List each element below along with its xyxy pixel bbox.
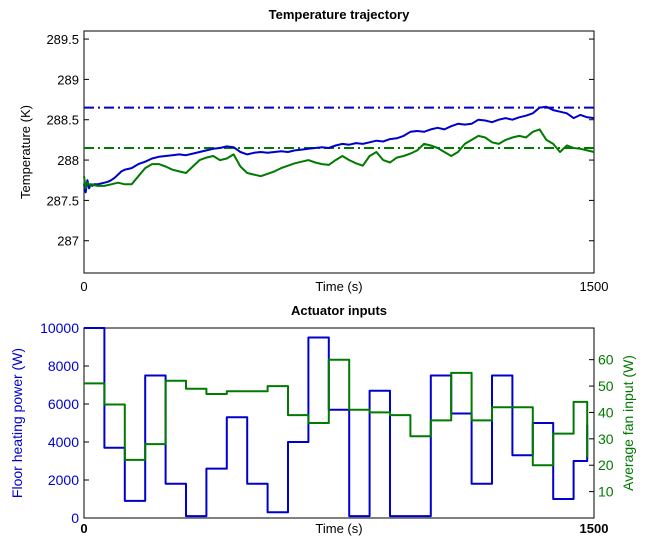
y-tick-label: 6000 <box>48 396 79 412</box>
y-tick-label-right: 60 <box>598 352 614 368</box>
x-tick-label: 1500 <box>580 279 609 294</box>
series-line-1 <box>83 128 595 190</box>
y-tick-label: 4000 <box>48 434 79 450</box>
series-line-1 <box>84 358 589 467</box>
y-tick-label-right: 10 <box>598 484 614 500</box>
x-axis-label: Time (s) <box>315 279 362 294</box>
y-tick-label-right: 50 <box>598 378 614 394</box>
y-tick-label: 0 <box>71 510 79 526</box>
y-tick-label: 287.5 <box>46 193 79 208</box>
y-axis-label-right: Average fan input (W) <box>620 355 636 491</box>
y-tick-label: 288 <box>57 153 79 168</box>
plot-frame <box>83 30 595 274</box>
y-axis-label-left: Floor heating power (W) <box>9 348 25 498</box>
x-tick-label: 0 <box>80 521 87 536</box>
y-tick-label-right: 40 <box>598 404 614 420</box>
y-tick-label-right: 30 <box>598 431 614 447</box>
plot-lines <box>84 327 589 518</box>
plot-frame <box>83 327 595 519</box>
x-tick-label: 1500 <box>580 521 609 536</box>
actuator-chart: Actuator inputs Time (s) Floor heating p… <box>9 303 636 536</box>
y-tick-label-right: 20 <box>598 457 614 473</box>
series-line-0 <box>83 105 595 194</box>
y-tick-label: 288.5 <box>46 113 79 128</box>
y-tick-label: 2000 <box>48 472 79 488</box>
chart-title: Temperature trajectory <box>269 7 410 22</box>
y-tick-label: 289 <box>57 72 79 87</box>
series-line-0 <box>84 327 589 518</box>
axis-ticks: 0 1500 0 2000 4000 6000 8000 10000 10 20 30 40 50 60 <box>40 320 614 536</box>
temperature-chart: Temperature trajectory Time (s) Temperat… <box>18 7 608 294</box>
plot-lines <box>83 105 595 194</box>
y-tick-label: 289.5 <box>46 32 79 47</box>
y-tick-label: 8000 <box>48 358 79 374</box>
y-tick-label: 287 <box>57 234 79 249</box>
x-tick-label: 0 <box>80 279 87 294</box>
y-tick-label: 10000 <box>40 320 79 336</box>
chart-title: Actuator inputs <box>291 303 387 318</box>
y-axis-label: Temperature (K) <box>18 105 33 199</box>
x-axis-label: Time (s) <box>315 521 362 536</box>
axis-ticks: 0 1500 287 287.5 288 288.5 289 289.5 <box>46 31 608 294</box>
